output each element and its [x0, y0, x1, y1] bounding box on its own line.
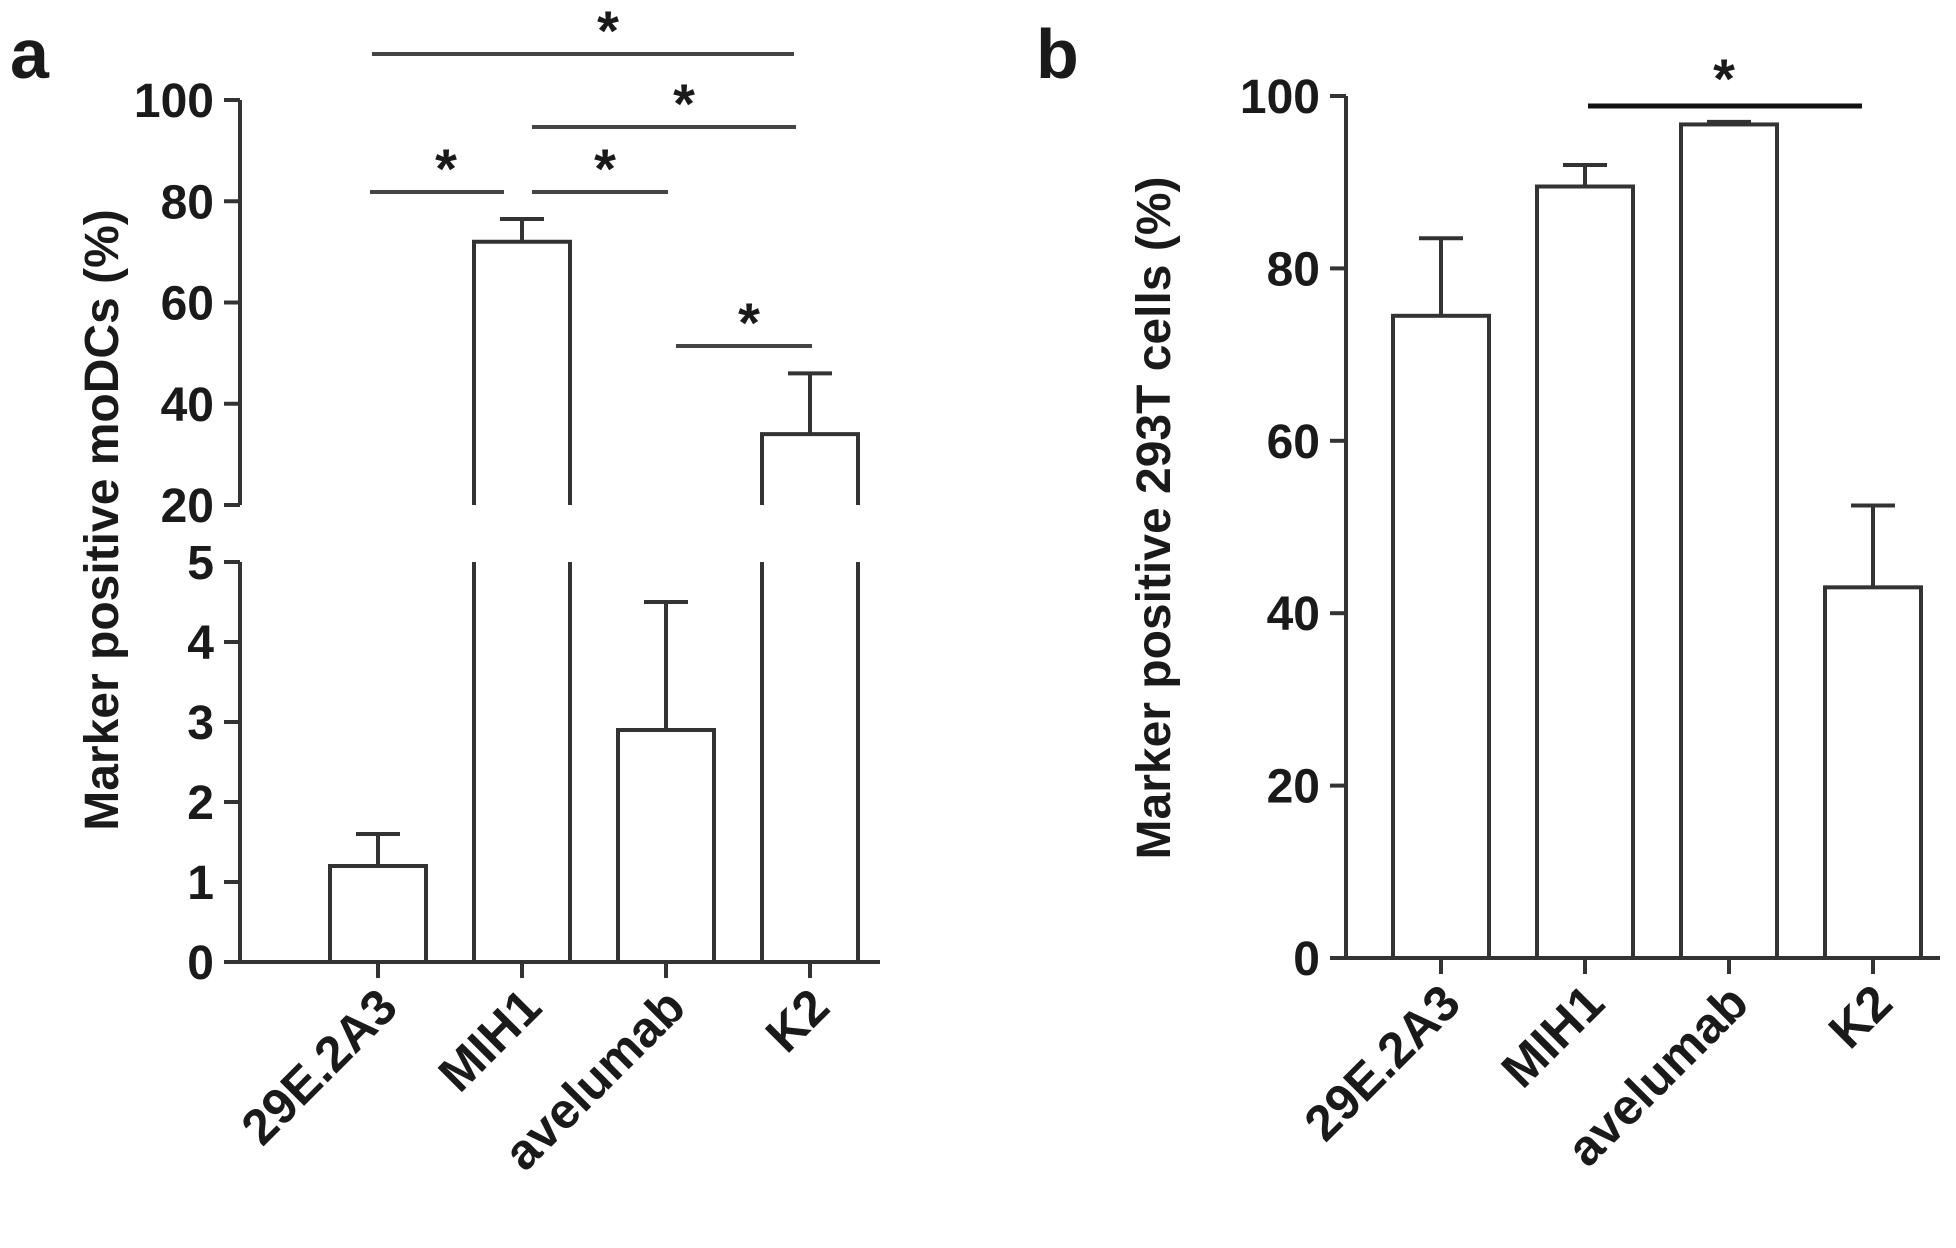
b-bar [1679, 122, 1779, 961]
a-y-tick-label: 4 [187, 617, 214, 670]
a-significance-star: * [738, 291, 760, 354]
b-y-tick-label: 60 [1267, 416, 1320, 469]
b-bar [1391, 313, 1491, 960]
panel-b-bars [1391, 122, 1923, 961]
panel-b-significance: * [1588, 47, 1862, 110]
panel-a: a Marker positive moDCs (%) 0 1 2 3 4 520 40 60… [10, 0, 880, 1181]
a-bar-upper [472, 239, 572, 505]
a-y-tick-label: 1 [187, 857, 214, 910]
panel-a-bars [328, 239, 860, 964]
a-y-tick-label: 100 [134, 75, 214, 128]
a-x-tick-label: MIH1 [428, 978, 552, 1102]
b-y-tick-label: 100 [1240, 71, 1320, 124]
panel-a-label: a [10, 15, 50, 93]
a-y-tick-label: 5 [187, 537, 214, 590]
a-y-tick-label: 20 [161, 480, 214, 533]
a-significance-star: * [673, 72, 695, 135]
panel-a-y-axis-label: Marker positive moDCs (%) [76, 209, 129, 831]
a-y-tick-label: 2 [187, 777, 214, 830]
a-bar-upper [760, 432, 860, 505]
panel-b: b Marker positive 293T cells (%) 0 20 40 60… [1036, 15, 1940, 1177]
a-y-tick-label: 3 [187, 697, 214, 750]
panel-a-axes [238, 100, 880, 964]
a-bar [328, 864, 428, 964]
b-y-tick-label: 0 [1293, 933, 1320, 986]
a-y-tick-label: 40 [161, 379, 214, 432]
b-significance-star: * [1713, 47, 1735, 110]
panel-b-label: b [1036, 15, 1079, 93]
a-y-tick-label: 0 [187, 937, 214, 990]
panel-b-error-bars [1419, 119, 1895, 974]
panel-a-y-ticks: 0 1 2 3 4 520 40 60 80 100 [134, 75, 240, 990]
a-y-tick-label: 80 [161, 176, 214, 229]
a-significance-star: * [594, 137, 616, 200]
a-significance-star: * [435, 137, 457, 200]
panel-b-y-ticks: 0 20 40 60 80 100 [1240, 71, 1346, 986]
a-bar [616, 728, 716, 964]
b-bar [1823, 585, 1923, 961]
b-x-tick-label: K2 [1818, 974, 1903, 1059]
a-x-tick-label: 29E.2A3 [231, 978, 408, 1155]
a-significance-star: * [597, 0, 619, 62]
b-bar [1535, 184, 1635, 960]
a-y-tick-label: 60 [161, 278, 214, 331]
panel-b-y-axis-label: Marker positive 293T cells (%) [1128, 177, 1181, 860]
a-x-tick-label: K2 [755, 978, 840, 1063]
b-x-tick-label: MIH1 [1491, 974, 1615, 1098]
b-x-tick-label: 29E.2A3 [1294, 974, 1471, 1151]
b-y-tick-label: 80 [1267, 243, 1320, 296]
panel-a-error-bars [356, 216, 832, 978]
panel-a-significance: * * * * * [370, 0, 812, 354]
b-y-tick-label: 40 [1267, 588, 1320, 641]
b-y-tick-label: 20 [1267, 761, 1320, 814]
